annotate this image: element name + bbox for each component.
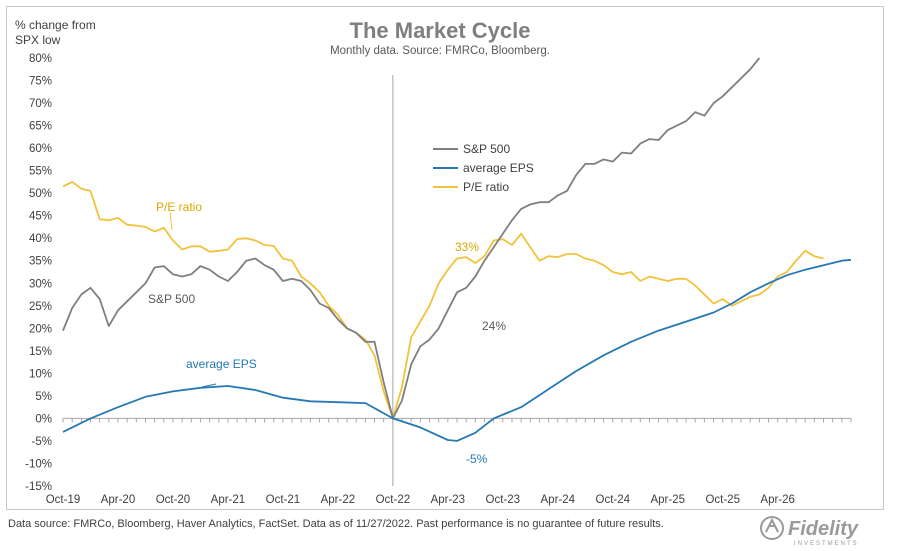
y-tick-label: 50%: [29, 188, 52, 200]
annotation-pe-ratio: P/E ratio: [156, 200, 202, 214]
y-tick-label: -15%: [25, 481, 52, 493]
y-tick-label: -10%: [25, 458, 52, 470]
y-tick-label: 70%: [29, 98, 52, 110]
y-tick-label: 35%: [29, 256, 52, 268]
x-tick-label: Apr-26: [760, 494, 795, 506]
legend-label-sp500: S&P 500: [463, 142, 510, 156]
y-tick-label: 65%: [29, 121, 52, 133]
x-tick-label: Oct-21: [266, 494, 301, 506]
legend-label-pe: P/E ratio: [463, 180, 509, 194]
source-note: Data source: FMRCo, Bloomberg, Haver Ana…: [8, 518, 664, 530]
fidelity-logo-subtext: INVESTMENTS: [794, 541, 859, 547]
annotation-minus5pct: -5%: [466, 452, 488, 466]
x-tick-label: Apr-25: [650, 494, 685, 506]
y-tick-label: 40%: [29, 233, 52, 245]
fidelity-logo-text: Fidelity: [788, 518, 859, 540]
annotation-33pct: 33%: [455, 240, 479, 254]
y-tick-label: 5%: [35, 391, 52, 403]
y-tick-label: 45%: [29, 211, 52, 223]
y-tick-label: 30%: [29, 278, 52, 290]
x-tick-label: Oct-22: [376, 494, 411, 506]
annotation-24pct: 24%: [482, 319, 506, 333]
annotation-sp500: S&P 500: [148, 292, 195, 306]
chart-subtitle: Monthly data. Source: FMRCo, Bloomberg.: [330, 45, 550, 57]
y-tick-label: 80%: [29, 53, 52, 65]
y-tick-label: -5%: [32, 436, 52, 448]
x-tick-label: Apr-22: [321, 494, 356, 506]
x-tick-label: Apr-21: [211, 494, 246, 506]
x-tick-label: Oct-25: [705, 494, 740, 506]
y-tick-label: 55%: [29, 166, 52, 178]
y-tick-label: 75%: [29, 76, 52, 88]
x-tick-label: Oct-24: [596, 494, 631, 506]
y-axis-label-line1: % change from: [15, 18, 96, 32]
y-tick-label: 60%: [29, 143, 52, 155]
x-tick-label: Apr-24: [541, 494, 576, 506]
y-tick-label: 25%: [29, 301, 52, 313]
y-tick-label: 15%: [29, 346, 52, 358]
annotation-average-eps: average EPS: [186, 357, 257, 371]
x-tick-label: Oct-19: [46, 494, 81, 506]
y-tick-label: 0%: [35, 413, 52, 425]
y-tick-label: 20%: [29, 323, 52, 335]
x-tick-label: Apr-20: [101, 494, 136, 506]
chart-title: The Market Cycle: [350, 18, 531, 43]
x-tick-label: Apr-23: [431, 494, 466, 506]
legend-label-eps: average EPS: [463, 161, 534, 175]
x-tick-label: Oct-20: [156, 494, 191, 506]
x-tick-label: Oct-23: [486, 494, 521, 506]
y-axis-label-line2: SPX low: [15, 33, 61, 47]
y-tick-label: 10%: [29, 368, 52, 380]
